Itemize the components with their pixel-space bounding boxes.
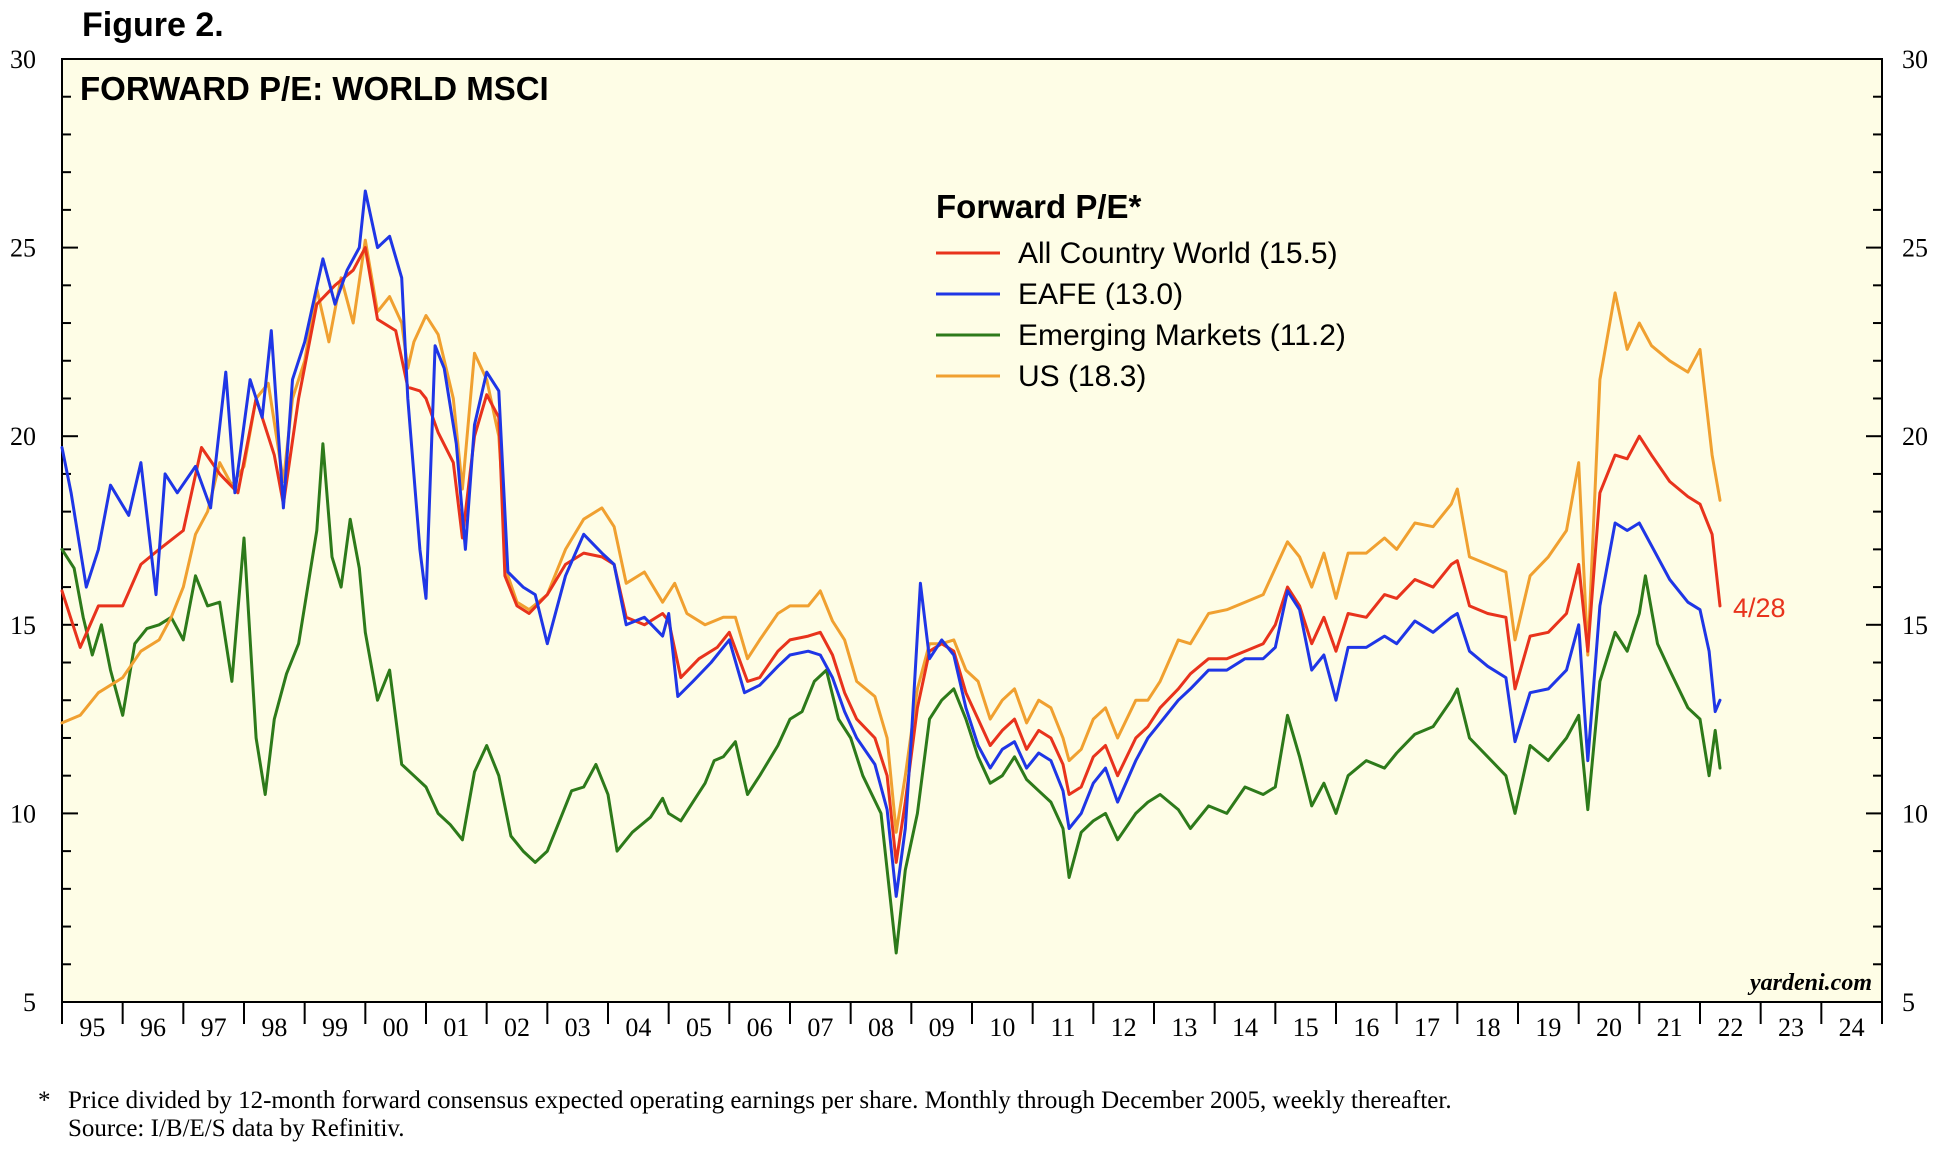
- footnote-line-1: Price divided by 12-month forward consen…: [68, 1087, 1452, 1114]
- x-tick-label: 07: [807, 1013, 833, 1042]
- x-tick-label: 00: [383, 1013, 409, 1042]
- x-tick-label: 95: [79, 1013, 105, 1042]
- y-tick-label-left: 30: [10, 45, 36, 74]
- x-tick-label: 15: [1293, 1013, 1319, 1042]
- x-tick-label: 05: [686, 1013, 712, 1042]
- credit: yardeni.com: [1747, 970, 1872, 996]
- series-line-emerging-markets: [60, 442, 1722, 955]
- legend-title: Forward P/E*: [936, 188, 1142, 225]
- legend-label: All Country World (15.5): [1018, 237, 1338, 270]
- legend-label: EAFE (13.0): [1018, 278, 1183, 311]
- series-line-us: [60, 238, 1722, 834]
- legend-label: US (18.3): [1018, 360, 1146, 393]
- chart: 5 5 10 10 15 15 20 20 25 25 30 30 95 96 97 98 99 00 01 02 0…: [10, 45, 1928, 1042]
- x-tick-label: 03: [565, 1013, 591, 1042]
- series-line-all-country-world: [60, 246, 1722, 864]
- y-tick-label-right: 25: [1902, 234, 1928, 263]
- x-tick-label: 01: [443, 1013, 469, 1042]
- series-lines: [60, 189, 1722, 955]
- x-tick-label: 96: [140, 1013, 166, 1042]
- x-tick-labels: 95 96 97 98 99 00 01 02 03 04 05 06 07 08 09 10 11 12 13 14…: [79, 1013, 1864, 1042]
- x-tick-label: 16: [1353, 1013, 1379, 1042]
- x-tick-label: 13: [1171, 1013, 1197, 1042]
- y-tick-label-left: 5: [23, 988, 36, 1017]
- footnote: * Price divided by 12-month forward cons…: [38, 1087, 1452, 1143]
- y-tick-label-left: 15: [10, 611, 36, 640]
- y-tick-label-left: 10: [10, 799, 36, 828]
- y-tick-label-right: 15: [1902, 611, 1928, 640]
- y-tick-label-right: 10: [1902, 799, 1928, 828]
- y-tick-label-right: 20: [1902, 422, 1928, 451]
- x-tick-label: 10: [989, 1013, 1015, 1042]
- x-tick-label: 99: [322, 1013, 348, 1042]
- x-tick-label: 04: [625, 1013, 651, 1042]
- x-tick-label: 19: [1535, 1013, 1561, 1042]
- y-tick-label-left: 20: [10, 422, 36, 451]
- x-tick-label: 06: [747, 1013, 773, 1042]
- x-tick-label: 08: [868, 1013, 894, 1042]
- y-tick-labels: 5 5 10 10 15 15 20 20 25 25 30 30: [10, 45, 1928, 1017]
- x-tick-label: 17: [1414, 1013, 1440, 1042]
- plot-area: [61, 58, 1883, 1003]
- footnote-line-2: Source: I/B/E/S data by Refinitiv.: [68, 1115, 405, 1142]
- x-tick-label: 12: [1111, 1013, 1137, 1042]
- x-tick-label: 11: [1050, 1013, 1075, 1042]
- axis-ticks: [61, 58, 1883, 1024]
- x-tick-label: 23: [1778, 1013, 1804, 1042]
- x-tick-label: 14: [1232, 1013, 1258, 1042]
- x-tick-label: 97: [201, 1013, 227, 1042]
- x-tick-label: 98: [261, 1013, 287, 1042]
- series-line-eafe: [60, 189, 1722, 898]
- x-tick-label: 02: [504, 1013, 530, 1042]
- legend-label: Emerging Markets (11.2): [1018, 319, 1346, 352]
- x-tick-label: 24: [1839, 1013, 1865, 1042]
- footnote-marker: *: [38, 1087, 51, 1114]
- y-tick-label-right: 5: [1902, 988, 1915, 1017]
- x-tick-label: 22: [1717, 1013, 1743, 1042]
- chart-title: FORWARD P/E: WORLD MSCI: [80, 70, 549, 107]
- y-tick-label-right: 30: [1902, 45, 1928, 74]
- figure-label: Figure 2.: [82, 6, 224, 44]
- legend: Forward P/E* All Country World (15.5) EAF…: [936, 188, 1346, 393]
- x-tick-label: 20: [1596, 1013, 1622, 1042]
- x-tick-label: 18: [1475, 1013, 1501, 1042]
- x-tick-label: 21: [1657, 1013, 1683, 1042]
- x-tick-label: 09: [929, 1013, 955, 1042]
- y-tick-label-left: 25: [10, 234, 36, 263]
- end-label: 4/28: [1733, 593, 1786, 623]
